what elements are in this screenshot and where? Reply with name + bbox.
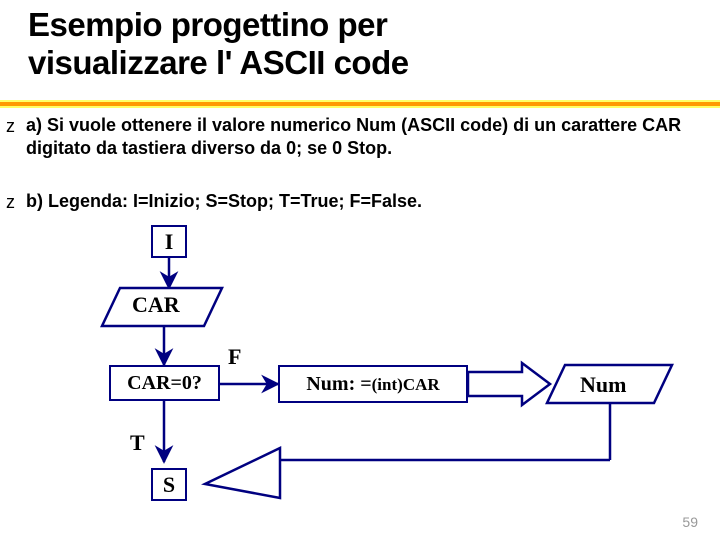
node-output-num-label: Num <box>580 372 626 398</box>
node-condition: CAR=0? <box>109 365 220 401</box>
node-assign: Num: =(int)CAR <box>278 365 468 403</box>
node-assign-label: Num: =(int)CAR <box>306 373 439 396</box>
label-true: T <box>130 430 145 456</box>
label-false: F <box>228 344 241 370</box>
node-stop: S <box>151 468 187 501</box>
node-start-label: I <box>165 229 174 255</box>
node-input-car-label: CAR <box>132 292 180 318</box>
node-stop-label: S <box>163 472 175 498</box>
flowchart-svg <box>0 0 720 540</box>
node-condition-label: CAR=0? <box>127 372 202 395</box>
node-start: I <box>151 225 187 258</box>
page-number: 59 <box>682 514 698 530</box>
